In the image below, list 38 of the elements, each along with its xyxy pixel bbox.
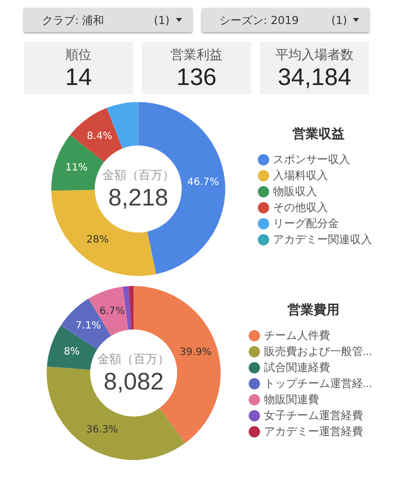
data-label: 39.9% [180, 347, 212, 358]
legend-label: 販売費および一般管... [264, 344, 372, 358]
text: 34,184 [276, 64, 352, 92]
legend-label: 物販収入 [273, 184, 317, 198]
data-label: 8% [64, 346, 80, 358]
legend-label: リーグ配分金 [273, 218, 339, 230]
data-label: 36.3% [86, 424, 118, 436]
legend-title: 営業収益 [292, 126, 344, 141]
text: クラブ: 浦和 [42, 12, 104, 28]
legend-title: 営業費用 [288, 302, 340, 317]
legend-label: 入場料収入 [273, 168, 328, 182]
text: 136 [175, 64, 218, 92]
text: 営業利益 [170, 47, 224, 64]
text: 金額（百万） [102, 168, 174, 182]
text: 14 [64, 64, 93, 92]
text: 順位 [64, 47, 92, 64]
legend-label: トップチーム運営経... [264, 376, 372, 390]
data-label: 8.4% [86, 131, 112, 142]
data-label: 28% [86, 234, 109, 246]
legend-label: その他収入 [273, 200, 328, 214]
legend-label: 女子チーム運営経費 [264, 408, 363, 422]
data-label: 6.7% [99, 306, 125, 317]
legend-label: アカデミー関連収入 [273, 232, 372, 246]
data-label: 11% [65, 162, 88, 174]
legend-label: 物販関連費 [264, 392, 319, 406]
text: 8,218 [108, 184, 168, 212]
text: 平均入場者数 [274, 47, 354, 64]
legend-label: チーム人件費 [264, 328, 330, 342]
text: シーズン: 2019 [220, 12, 299, 28]
text: 8,082 [104, 368, 164, 396]
text: 金額（百万） [98, 352, 170, 366]
text: (1) [331, 14, 347, 26]
data-label: 46.7% [187, 176, 220, 188]
data-label: 7.1% [76, 320, 101, 332]
text: (1) [154, 14, 170, 26]
legend-label: スポンサー収入 [273, 152, 350, 166]
legend-label: アカデミー運営経費 [264, 424, 363, 438]
legend-label: 試合関連経費 [264, 360, 330, 374]
